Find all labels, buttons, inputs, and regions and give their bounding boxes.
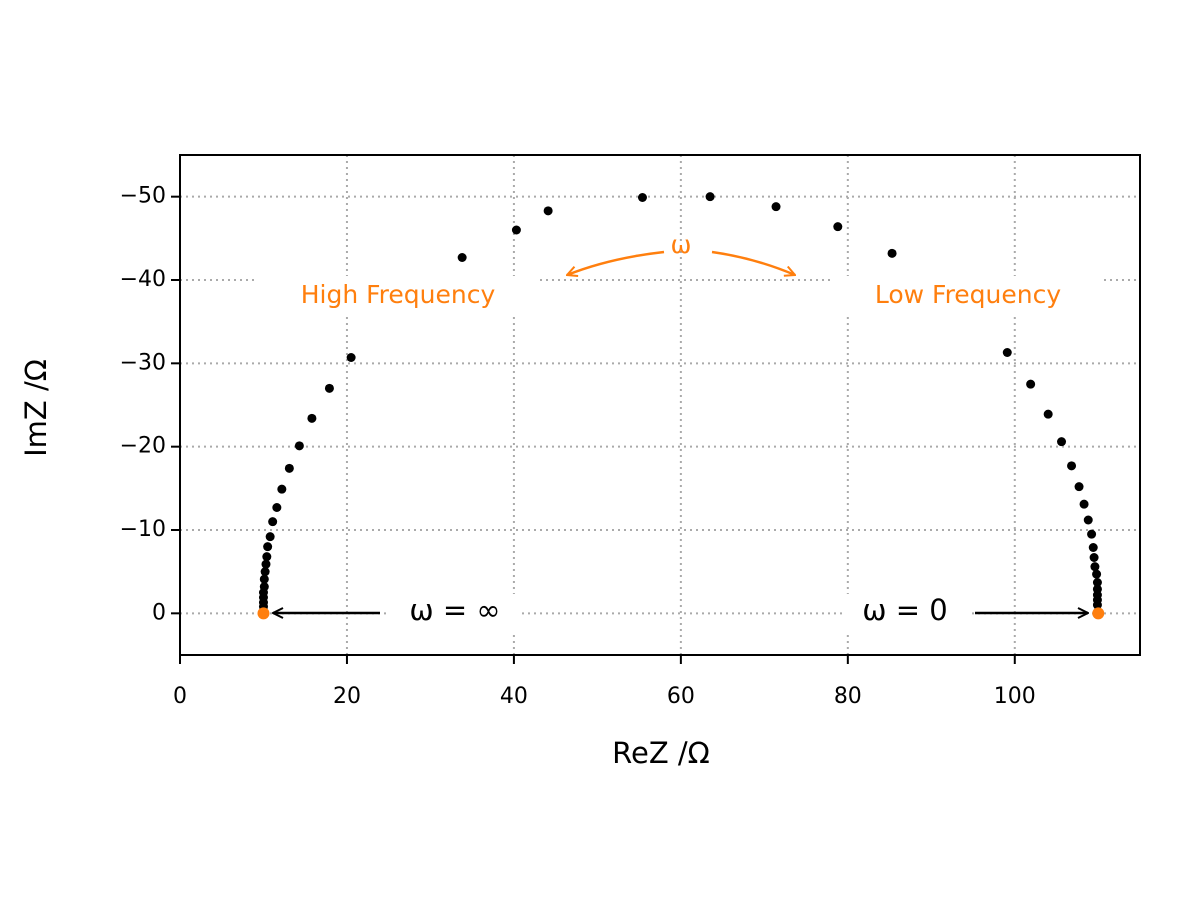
data-point <box>307 413 317 423</box>
data-point <box>833 222 843 232</box>
data-point <box>457 253 467 262</box>
data-point <box>511 225 521 235</box>
data-point <box>1083 515 1093 525</box>
data-point <box>1043 409 1053 419</box>
x-tick-label: 40 <box>500 684 528 709</box>
data-point <box>1092 569 1102 579</box>
data-point <box>259 582 269 592</box>
data-point <box>771 202 781 212</box>
data-points <box>257 192 1105 620</box>
data-point <box>887 248 897 258</box>
y-axis-label: ImZ /Ω <box>19 359 53 457</box>
data-point <box>268 517 278 527</box>
data-point <box>294 441 304 451</box>
data-point <box>265 532 275 542</box>
data-point <box>1087 529 1097 539</box>
data-point <box>1026 379 1036 389</box>
data-point <box>284 463 294 473</box>
x-tick-label: 60 <box>667 684 695 709</box>
y-tick-label: −50 <box>120 184 166 209</box>
annotation: ω = 0 <box>862 593 947 627</box>
data-point <box>262 552 272 562</box>
data-point <box>263 542 273 552</box>
data-point <box>257 607 270 620</box>
y-tick-label: −40 <box>120 267 166 292</box>
annotation: High Frequency <box>301 280 496 309</box>
data-point <box>272 503 282 512</box>
data-point <box>1074 482 1084 492</box>
label-backdrop <box>258 276 538 316</box>
data-point <box>637 193 647 202</box>
x-axis-label: ReZ /Ω <box>612 736 710 770</box>
grid <box>179 155 1140 655</box>
data-point <box>1057 437 1067 447</box>
data-point <box>260 567 270 577</box>
x-tick-label: 0 <box>173 684 187 709</box>
data-point <box>1092 578 1102 587</box>
data-point <box>346 353 356 362</box>
data-point <box>1090 562 1100 572</box>
data-point <box>1079 499 1089 509</box>
data-point <box>1067 461 1077 471</box>
x-tick-label: 20 <box>333 684 361 709</box>
plot-frame <box>179 154 1141 656</box>
arrow <box>711 250 795 275</box>
data-point <box>1092 607 1105 620</box>
y-tick-label: 0 <box>152 600 166 625</box>
x-tick-label: 100 <box>994 684 1036 709</box>
data-point <box>705 192 715 202</box>
label-backdrop <box>842 594 968 632</box>
data-point <box>277 484 287 494</box>
label-backdrop <box>390 594 522 632</box>
data-point <box>259 574 269 584</box>
ticks: 0 20 40 60 80 100 −50 −40 −30 −20 −10 0 <box>120 184 1036 709</box>
y-tick-label: −20 <box>120 434 166 459</box>
data-point <box>1092 600 1102 610</box>
data-point <box>1088 543 1098 552</box>
data-point <box>1089 553 1099 562</box>
label-backdrop <box>832 276 1104 316</box>
x-tick-label: 80 <box>834 684 862 709</box>
data-point <box>543 206 553 216</box>
data-point <box>1002 348 1012 357</box>
annotation: ω = ∞ <box>409 593 500 627</box>
data-point <box>261 559 271 569</box>
arrow <box>567 250 665 275</box>
annotation: Low Frequency <box>875 280 1062 309</box>
annotation: ω <box>671 230 692 259</box>
y-tick-label: −10 <box>120 517 166 542</box>
y-tick-label: −30 <box>120 350 166 375</box>
data-point <box>324 383 334 393</box>
